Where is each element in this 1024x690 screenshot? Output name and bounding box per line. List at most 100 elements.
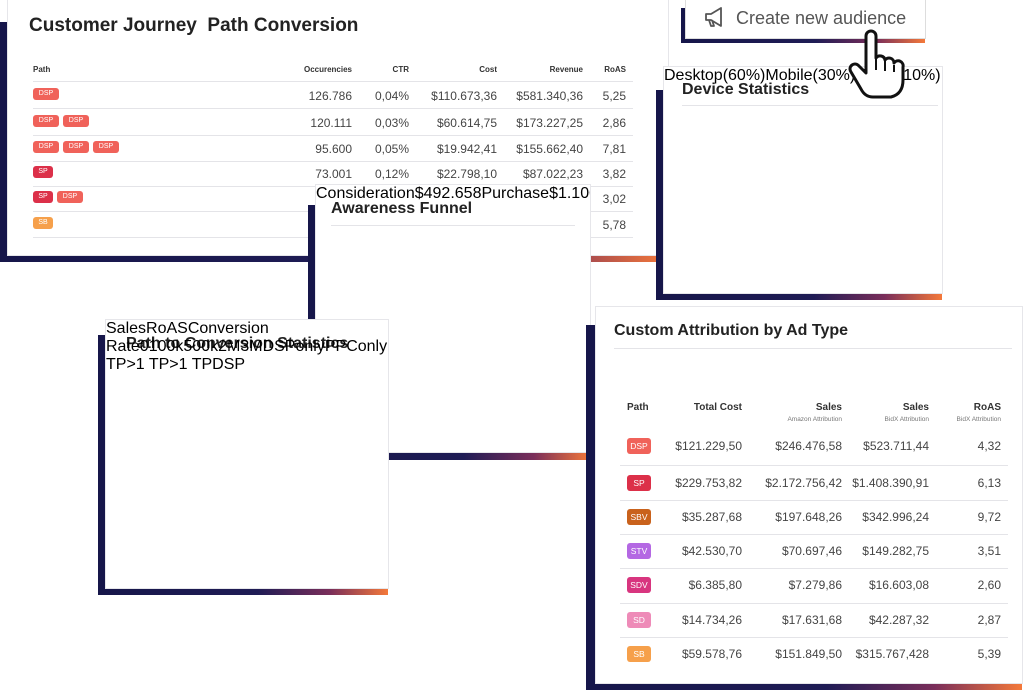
table-cell: $581.340,36 bbox=[516, 89, 583, 103]
table-cell: $342.996,24 bbox=[862, 510, 929, 524]
table-cell: 0,12% bbox=[374, 167, 409, 181]
segment-name: Mobile bbox=[765, 67, 813, 84]
divider bbox=[620, 603, 1008, 604]
table-cell: $59.578,76 bbox=[681, 647, 742, 661]
segment-name: Desktop bbox=[664, 67, 723, 84]
path-badge: DSP bbox=[33, 115, 59, 127]
path-badge: SP bbox=[33, 166, 53, 178]
x-tick-label: PPC bbox=[324, 338, 358, 355]
segment-value: (60%) bbox=[722, 67, 766, 84]
y-tick-label: 100k bbox=[148, 338, 184, 355]
x-tick-label: only bbox=[357, 338, 388, 355]
table-cell: $197.648,26 bbox=[775, 510, 842, 524]
path-badge: DSP bbox=[57, 191, 83, 203]
x-tick-label: DSP bbox=[262, 338, 296, 355]
funnel-back-label: Purchase bbox=[481, 185, 550, 202]
bar-chart: SalesRoASConversion Rate0100k500k2M3MDSP… bbox=[106, 320, 388, 374]
table-cell: $7.279,86 bbox=[788, 578, 842, 592]
table-cell: $151.849,50 bbox=[775, 647, 842, 661]
divider bbox=[620, 568, 1008, 569]
hand-cursor bbox=[848, 29, 905, 99]
x-tick-label: 1 TP bbox=[106, 356, 127, 373]
tab[interactable]: Sales bbox=[106, 320, 147, 337]
segment-label: Mobile(30%) bbox=[765, 67, 855, 84]
path-badge: DSP bbox=[93, 141, 119, 153]
column-header: RoAS bbox=[973, 402, 1001, 413]
funnel-back-label: Consideration bbox=[316, 185, 415, 202]
funnel-back-value: $1.100.233 bbox=[549, 185, 590, 202]
table-cell: $35.287,68 bbox=[681, 510, 742, 524]
tab[interactable]: RoAS bbox=[146, 320, 188, 337]
table-cell: 0,05% bbox=[374, 142, 409, 156]
table-cell: $229.753,82 bbox=[675, 476, 742, 490]
column-header: RoAS bbox=[604, 65, 626, 74]
path-badge: SB bbox=[33, 217, 53, 229]
table-cell: $2.172.756,42 bbox=[765, 476, 842, 490]
funnel: Consideration$492.658Purchase$1.100.233L… bbox=[316, 185, 590, 203]
table-cell: 2,86 bbox=[602, 116, 626, 130]
table-cell: $70.697,46 bbox=[781, 544, 842, 558]
device-card: Device Statistics Desktop(60%)Mobile(30%… bbox=[664, 67, 942, 293]
table-cell: $246.476,58 bbox=[775, 439, 842, 453]
y-tick-label: 2M bbox=[218, 338, 241, 355]
divider bbox=[331, 225, 575, 226]
table-cell: $42.287,32 bbox=[868, 613, 929, 627]
table-cell: $14.734,26 bbox=[681, 613, 742, 627]
table-cell: 0,03% bbox=[374, 116, 409, 130]
divider bbox=[620, 637, 1008, 638]
column-header: Path bbox=[627, 402, 649, 413]
tab[interactable]: Conversion Rate bbox=[106, 320, 269, 355]
path-badge: SBV bbox=[627, 509, 651, 525]
table-cell: 7,81 bbox=[602, 142, 626, 156]
table-cell: $19.942,41 bbox=[436, 142, 497, 156]
button-label: Create new audience bbox=[736, 8, 907, 28]
table-cell: $1.408.390,91 bbox=[852, 476, 929, 490]
table-cell: 3,02 bbox=[602, 192, 626, 206]
column-subheader: BidX Attribution bbox=[884, 416, 929, 423]
table-cell: $315.767,428 bbox=[855, 647, 929, 661]
donut-chart: Desktop(60%)Mobile(30%)Tablet(10%) bbox=[664, 67, 941, 85]
table-cell: 5,25 bbox=[602, 89, 626, 103]
table-cell: $22.798,10 bbox=[436, 167, 497, 181]
card-title: Customer Journey Path Conversion bbox=[29, 15, 359, 36]
path-badge: DSP bbox=[33, 141, 59, 153]
create-audience-button[interactable]: Create new audience bbox=[686, 0, 925, 38]
x-tick-label: DSP bbox=[212, 356, 246, 373]
segment-label: Desktop(60%) bbox=[664, 67, 765, 84]
card-title: Device Statistics bbox=[682, 81, 810, 98]
path-badge: SB bbox=[627, 646, 651, 662]
path-badge: SD bbox=[627, 612, 651, 628]
table-cell: 2,60 bbox=[977, 578, 1001, 592]
divider bbox=[620, 534, 1008, 535]
table-cell: $6.385,80 bbox=[688, 578, 742, 592]
x-tick-label: >1 TP bbox=[169, 356, 213, 373]
table-cell: 95.600 bbox=[315, 142, 352, 156]
column-header: Cost bbox=[479, 65, 497, 74]
table-cell: $155.662,40 bbox=[516, 142, 583, 156]
path-stats-card: Path to Conversion Statistics SalesRoASC… bbox=[106, 320, 388, 588]
divider bbox=[682, 105, 938, 106]
column-header: Sales bbox=[815, 402, 842, 413]
column-subheader: Amazon Attribution bbox=[787, 416, 842, 423]
table-cell: 73.001 bbox=[315, 167, 352, 181]
column-subheader: BidX Attribution bbox=[956, 416, 1001, 423]
table-cell: 3,82 bbox=[602, 167, 626, 181]
table-cell: 4,32 bbox=[977, 439, 1001, 453]
card-title: Path to Conversion Statistics bbox=[126, 335, 349, 352]
column-header: CTR bbox=[392, 65, 409, 74]
path-badge: DSP bbox=[33, 88, 59, 100]
column-header: Path bbox=[33, 65, 51, 74]
table-cell: 120.111 bbox=[310, 116, 352, 130]
x-tick-label: DSP bbox=[387, 338, 388, 355]
column-header: Occurencies bbox=[303, 65, 352, 74]
table-cell: $60.614,75 bbox=[436, 116, 497, 130]
table-cell: 6,13 bbox=[977, 476, 1001, 490]
column-header: Revenue bbox=[549, 65, 583, 74]
y-tick-label: 0 bbox=[139, 338, 149, 355]
journey-card: Customer Journey Path Conversion Path Occ… bbox=[8, 0, 668, 255]
table-cell: $173.227,25 bbox=[516, 116, 583, 130]
table-cell: 0,04% bbox=[374, 89, 409, 103]
path-badge: DSP bbox=[63, 115, 89, 127]
table-cell: $149.282,75 bbox=[862, 544, 929, 558]
table-cell: $17.631,68 bbox=[781, 613, 842, 627]
